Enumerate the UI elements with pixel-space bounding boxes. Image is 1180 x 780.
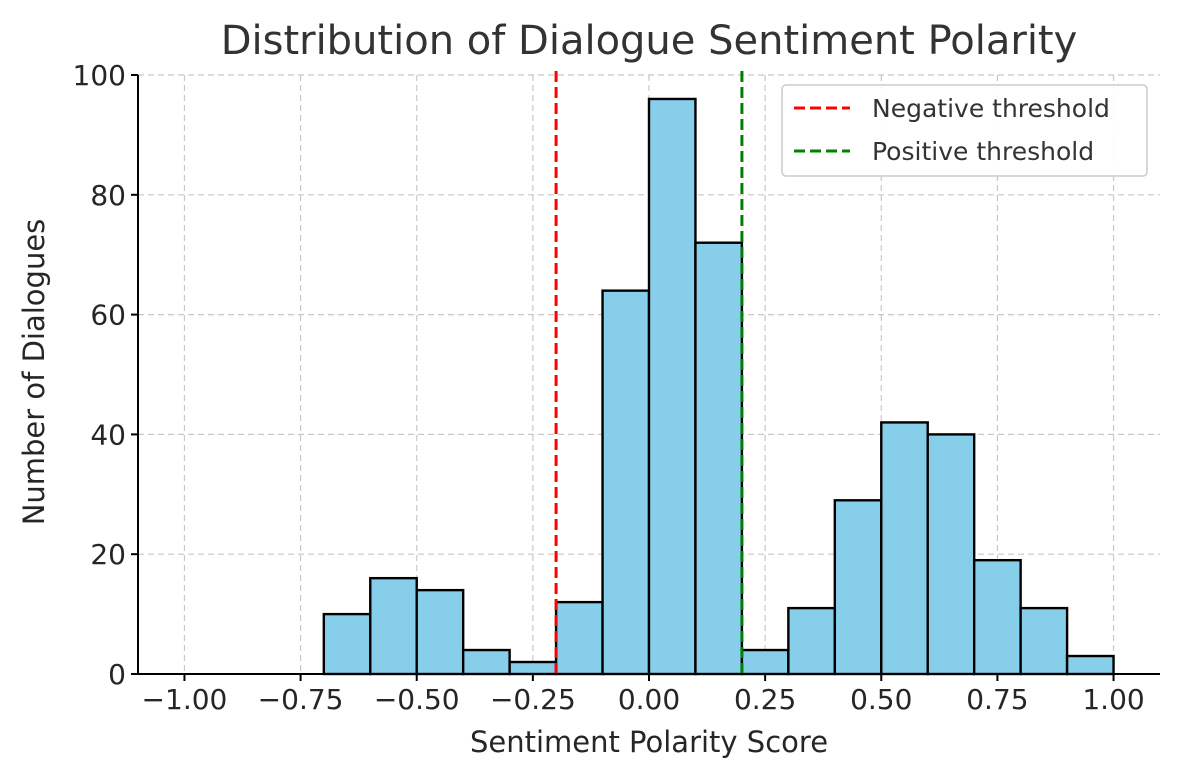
- histogram-bar: [461, 648, 511, 676]
- x-tick-label: −0.25: [490, 683, 576, 716]
- histogram-bar: [787, 606, 837, 676]
- y-tick-label: 20: [90, 538, 126, 571]
- y-axis-label: Number of Dialogues: [17, 219, 51, 526]
- histogram-bar: [972, 558, 1022, 676]
- chart-title: Distribution of Dialogue Sentiment Polar…: [221, 18, 1078, 64]
- x-tick-label: 0.25: [734, 683, 796, 716]
- y-tick-label: 0: [108, 658, 126, 691]
- x-tick-label: 0.75: [966, 683, 1028, 716]
- y-tick-label: 80: [90, 179, 126, 212]
- threshold-lines: [554, 71, 744, 674]
- x-tick-label: 1.00: [1082, 683, 1144, 716]
- y-axis-ticks: 0 20 40 60 80 100: [73, 59, 138, 691]
- histogram-bar: [833, 499, 883, 676]
- y-tick-label: 60: [90, 299, 126, 332]
- histogram-bar: [647, 97, 697, 676]
- histogram-bar: [322, 612, 372, 676]
- x-tick-label: 0.00: [618, 683, 680, 716]
- bars: [322, 97, 1115, 676]
- x-tick-label: −1.00: [142, 683, 228, 716]
- x-tick-label: 0.50: [850, 683, 912, 716]
- legend-label: Positive threshold: [872, 137, 1094, 166]
- histogram-bar: [694, 241, 744, 676]
- histogram-bar: [369, 576, 418, 676]
- x-tick-label: −0.75: [258, 683, 344, 716]
- histogram-bar: [1065, 654, 1115, 676]
- x-axis-ticks: −1.00 −0.75 −0.50 −0.25 0.00 0.25 0.50 0.75 1.00: [142, 674, 1145, 716]
- legend: Negative threshold Positive threshold: [781, 84, 1148, 177]
- histogram-bar: [554, 600, 604, 676]
- histogram-bar: [880, 421, 929, 676]
- histogram-bar: [601, 289, 651, 676]
- legend-label: Negative threshold: [872, 94, 1110, 123]
- x-axis-label: Sentiment Polarity Score: [470, 725, 828, 759]
- y-tick-label: 40: [90, 418, 126, 451]
- x-tick-label: −0.50: [374, 683, 460, 716]
- histogram-bar: [740, 648, 790, 676]
- y-tick-label: 100: [73, 59, 126, 92]
- legend-box: [781, 84, 1148, 177]
- histogram-bar: [926, 433, 976, 676]
- histogram-bar: [1019, 606, 1069, 676]
- histogram-bar: [415, 588, 465, 676]
- histogram-bar: [508, 660, 558, 676]
